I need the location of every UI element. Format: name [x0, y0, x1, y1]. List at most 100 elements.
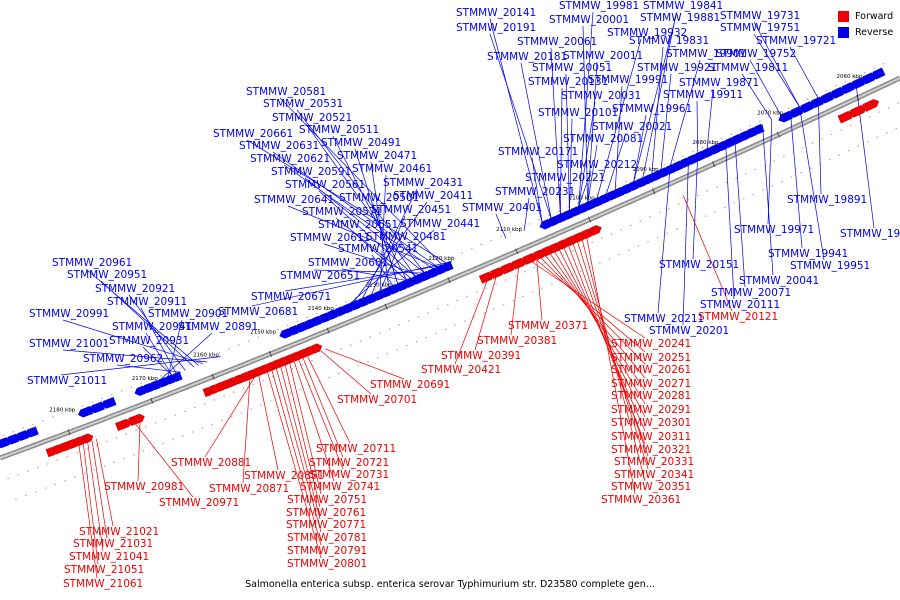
reverse-gene-label: STMMW_20221 [525, 172, 605, 184]
leader-line [318, 190, 417, 278]
leader-line [271, 370, 322, 546]
tick-label: 2080 kbp [693, 140, 719, 146]
genome-backbone-highlight [0, 77, 900, 459]
leader-line [520, 62, 552, 219]
forward-gene-label: STMMW_20701 [337, 394, 417, 406]
reverse-gene-label: STMMW_19941 [768, 248, 848, 260]
forward-gene-7 [128, 413, 145, 427]
legend: Forward Reverse [838, 8, 893, 40]
tick-label: 2180 kbp [49, 408, 75, 414]
reverse-gene-label: STMMW_19721 [756, 35, 836, 47]
forward-gene-label: STMMW_20731 [309, 469, 389, 481]
reverse-gene-71 [839, 82, 855, 94]
reverse-gene-label: STMMW_20401 [462, 202, 542, 214]
forward-gene-label: STMMW_20371 [508, 320, 588, 332]
reverse-gene-label: STMMW_20941 [112, 321, 192, 333]
leader-line [323, 243, 421, 276]
reverse-gene-label: STMMW_20181 [487, 51, 567, 63]
forward-gene-label: STMMW_21061 [63, 578, 143, 590]
reverse-gene-label: STMMW_19932 [607, 27, 687, 39]
reverse-gene-label: STMMW_19961 [612, 103, 692, 115]
leader-line [83, 443, 99, 565]
reverse-gene-label: STMMW_20671 [251, 291, 331, 303]
tick-label: 2120 kbp [428, 256, 454, 262]
forward-gene-label: STMMW_21021 [79, 526, 159, 538]
leader-line [762, 124, 774, 276]
reverse-gene-label: STMMW_20411 [393, 190, 473, 202]
forward-gene-label: STMMW_21051 [64, 564, 144, 576]
tick-mark [211, 373, 215, 380]
reverse-gene-label: STMMW_19881 [640, 12, 720, 24]
reverse-gene-label: STMMW_20471 [337, 150, 417, 162]
reverse-gene-label: STMMW_19861 [840, 228, 900, 240]
leader-line [753, 21, 800, 108]
legend-reverse: Reverse [838, 24, 893, 40]
reverse-gene-label: STMMW_20101 [538, 107, 618, 119]
reverse-gene-label: STMMW_20171 [498, 146, 578, 158]
reverse-gene-3 [25, 426, 39, 438]
forward-gene-label: STMMW_20751 [287, 494, 367, 506]
forward-gene-label: STMMW_20711 [316, 443, 396, 455]
forward-gene-label: STMMW_21041 [69, 551, 149, 563]
reverse-gene-label: STMMW_19841 [643, 0, 723, 12]
tick-label: 2140 kbp [308, 306, 334, 312]
forward-gene-label: STMMW_20381 [477, 335, 557, 347]
reverse-gene-label: STMMW_20551 [318, 219, 398, 231]
reverse-gene-label: STMMW_20611 [290, 232, 370, 244]
reverse-gene-label: STMMW_20921 [95, 283, 175, 295]
leader-line [682, 157, 689, 326]
tick-label: 2060 kbp [836, 74, 862, 80]
reverse-gene-label: STMMW_20441 [400, 218, 480, 230]
reverse-gene-label: STMMW_19971 [734, 224, 814, 236]
reverse-gene-74 [870, 67, 886, 80]
forward-gene-label: STMMW_20331 [614, 456, 694, 468]
reverse-gene-label: STMMW_20111 [700, 299, 780, 311]
tick-mark [711, 161, 716, 168]
leader-line [100, 280, 195, 368]
reverse-gene-label: STMMW_21001 [29, 338, 109, 350]
forward-gene-label: STMMW_20761 [286, 507, 366, 519]
forward-gene-label: STMMW_20291 [611, 404, 691, 416]
reverse-gene-label: STMMW_20431 [383, 177, 463, 189]
leader-line [753, 33, 800, 108]
reverse-swatch [838, 26, 849, 38]
tick-label: 2150 kbp [250, 329, 276, 335]
forward-gene-label: STMMW_20741 [300, 481, 380, 493]
leader-line [560, 87, 563, 215]
legend-forward: Forward [838, 8, 893, 24]
leader-line [474, 277, 497, 351]
leader-line [370, 161, 390, 289]
reverse-gene-label: STMMW_20681 [218, 306, 298, 318]
reverse-gene-34 [441, 260, 454, 272]
forward-gene-label: STMMW_20791 [287, 545, 367, 557]
leader-line [135, 423, 194, 498]
tick-mark [447, 277, 451, 284]
reverse-gene-label: STMMW_20511 [299, 124, 379, 136]
leader-line [682, 195, 733, 312]
forward-gene-label: STMMW_20871 [209, 483, 289, 495]
reverse-gene-label: STMMW_20201 [649, 325, 729, 337]
forward-gene-label: STMMW_20391 [441, 350, 521, 362]
leader-line [289, 363, 322, 495]
reverse-gene-1 [5, 433, 20, 445]
forward-gene-label: STMMW_20881 [171, 457, 251, 469]
leader-line [62, 349, 208, 363]
leader-line [581, 240, 646, 482]
leader-line [565, 73, 570, 211]
leader-line [489, 18, 543, 223]
tick-mark [268, 350, 272, 357]
leader-line [304, 177, 426, 274]
reverse-gene-label: STMMW_20061 [517, 36, 597, 48]
reverse-gene-label: STMMW_20191 [456, 22, 536, 34]
reverse-gene-label: STMMW_19911 [663, 89, 743, 101]
map-caption: Salmonella enterica subsp. enterica sero… [245, 579, 655, 590]
reverse-gene-68 [809, 96, 824, 109]
reverse-gene-label: STMMW_20601 [308, 257, 388, 269]
leader-line [167, 319, 183, 378]
leader-line [276, 368, 322, 533]
reverse-gene-label: STMMW_19901 [666, 48, 746, 60]
reverse-gene-label: STMMW_20901 [148, 308, 228, 320]
reverse-gene-label: STMMW_20991 [29, 308, 109, 320]
tick-label: 2110 kbp [496, 227, 522, 233]
reverse-gene-label: STMMW_21011 [27, 375, 107, 387]
